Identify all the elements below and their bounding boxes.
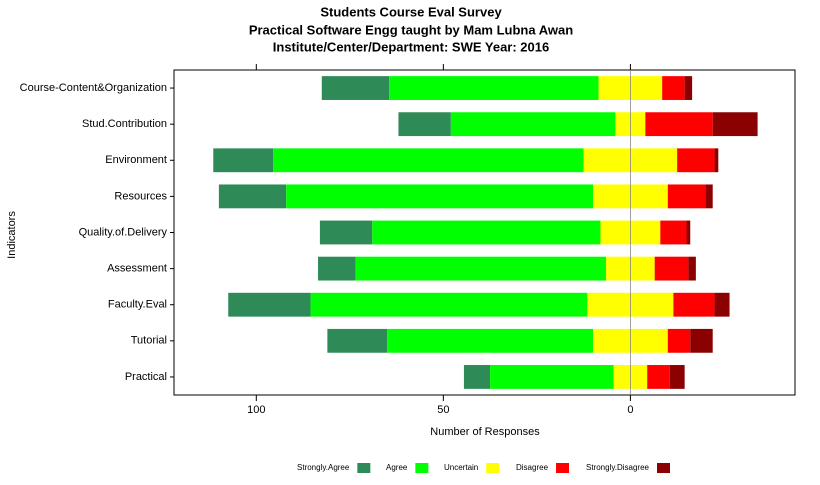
bar-segment — [490, 365, 614, 389]
x-tick-label: 50 — [437, 404, 449, 416]
bar-segment — [286, 184, 593, 209]
bar-segment — [686, 220, 691, 245]
y-tick-label: Assessment — [107, 263, 167, 275]
bar-segment — [318, 256, 356, 281]
bar-segment — [450, 112, 616, 137]
bar-segment — [389, 76, 599, 100]
bar-segment — [372, 220, 601, 245]
bar-segment — [712, 112, 758, 137]
bar-segment — [662, 76, 685, 100]
x-axis-label: Number of Responses — [430, 426, 540, 438]
chart-subtitle: Practical Software Engg taught by Mam Lu… — [249, 22, 573, 37]
y-tick-label: Environment — [105, 154, 167, 166]
bar-segment — [645, 112, 713, 137]
bar-segment — [218, 184, 287, 209]
bar-segment — [654, 256, 689, 281]
bar-segment — [321, 76, 390, 100]
legend-label: Strongly.Agree — [297, 463, 350, 472]
y-axis-label: Indicators — [6, 211, 18, 259]
legend-label: Agree — [386, 463, 408, 472]
legend-swatch — [415, 463, 429, 473]
bar-segment — [327, 328, 388, 353]
y-tick-label: Course-Content&Organization — [20, 82, 167, 94]
y-tick-label: Practical — [125, 371, 167, 383]
x-tick-label: 100 — [247, 404, 265, 416]
bar-segment — [690, 328, 713, 353]
y-tick-label: Tutorial — [131, 335, 167, 347]
bar-segment — [667, 184, 706, 209]
bar-segment — [387, 328, 593, 353]
bar-segment — [684, 76, 693, 100]
y-tick-label: Resources — [114, 190, 167, 202]
bar-segment — [463, 365, 491, 389]
legend-swatch — [357, 463, 371, 473]
bar-segment — [667, 328, 691, 353]
bar-segment — [714, 292, 730, 317]
x-tick-label: 0 — [627, 404, 633, 416]
bar-segment — [669, 365, 685, 389]
bar-segment — [677, 148, 715, 173]
bar-segment — [228, 292, 311, 317]
legend-label: Disagree — [516, 463, 549, 472]
bar-segment — [213, 148, 274, 173]
bar-segment — [705, 184, 713, 209]
bar-segment — [355, 256, 607, 281]
y-tick-label: Stud.Contribution — [82, 118, 167, 130]
legend-swatch — [556, 463, 570, 473]
bar-segment — [660, 220, 687, 245]
chart-subtitle: Institute/Center/Department: SWE Year: 2… — [273, 39, 549, 54]
bar-segment — [310, 292, 588, 317]
bar-segment — [398, 112, 451, 137]
bar-segment — [273, 148, 584, 173]
legend-label: Strongly.Disagree — [586, 463, 650, 472]
legend-swatch — [657, 463, 670, 473]
bar-segment — [673, 292, 715, 317]
bar-segment — [688, 256, 696, 281]
bar-segment — [714, 148, 719, 173]
y-tick-label: Faculty.Eval — [108, 299, 167, 311]
chart-title: Students Course Eval Survey — [320, 4, 502, 19]
y-tick-label: Quality.of.Delivery — [79, 226, 168, 238]
legend-label: Uncertain — [444, 463, 478, 472]
legend-swatch — [486, 463, 500, 473]
bar-segment — [647, 365, 670, 389]
bar-segment — [319, 220, 373, 245]
